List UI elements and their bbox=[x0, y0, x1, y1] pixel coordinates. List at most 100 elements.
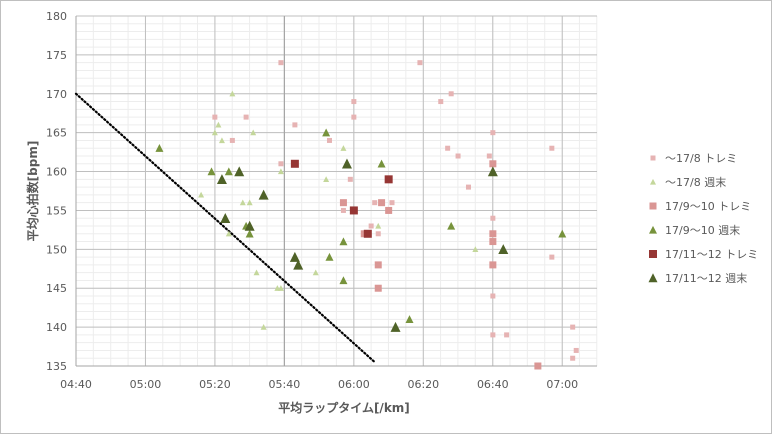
data-point bbox=[326, 137, 332, 143]
data-point bbox=[215, 121, 222, 128]
data-point bbox=[489, 160, 497, 168]
x-tick-label: 07:00 bbox=[546, 378, 578, 391]
data-point bbox=[234, 166, 245, 177]
data-point bbox=[224, 167, 233, 176]
y-tick-label: 180 bbox=[46, 10, 67, 23]
data-point bbox=[246, 199, 253, 206]
data-point bbox=[260, 323, 267, 330]
data-point bbox=[339, 237, 348, 246]
data-point bbox=[534, 362, 542, 370]
data-point bbox=[486, 153, 492, 159]
data-point bbox=[490, 332, 496, 338]
data-point bbox=[277, 285, 284, 291]
data-point bbox=[229, 90, 236, 97]
data-point bbox=[211, 129, 218, 136]
x-axis-title: 平均ラップタイム[/km] bbox=[278, 400, 410, 415]
data-point bbox=[570, 355, 576, 361]
legend-marker bbox=[649, 202, 657, 210]
y-tick-label: 155 bbox=[46, 204, 67, 217]
data-point bbox=[322, 128, 331, 137]
data-point bbox=[549, 145, 555, 151]
data-point bbox=[375, 231, 381, 237]
data-point bbox=[253, 269, 260, 276]
reference-line bbox=[74, 92, 376, 364]
legend-entry: 17/11～12 トレミ bbox=[649, 248, 758, 261]
data-point bbox=[384, 175, 393, 184]
data-point bbox=[292, 122, 298, 128]
x-tick-label: 06:00 bbox=[338, 378, 370, 391]
data-point bbox=[447, 221, 456, 230]
data-point bbox=[243, 114, 249, 120]
data-point bbox=[278, 60, 284, 66]
x-tick-label: 05:20 bbox=[199, 378, 231, 391]
legend-label: 17/11～12 トレミ bbox=[665, 248, 758, 261]
data-point bbox=[549, 254, 555, 260]
legend-entry: 17/9～10 週末 bbox=[649, 223, 740, 237]
data-point bbox=[374, 261, 382, 269]
data-point bbox=[277, 168, 284, 175]
x-tick-label: 06:40 bbox=[477, 378, 509, 391]
data-point bbox=[278, 161, 284, 167]
data-point bbox=[465, 184, 471, 190]
data-point bbox=[250, 129, 257, 136]
y-tick-label: 170 bbox=[46, 88, 67, 101]
data-point bbox=[377, 159, 386, 168]
data-point bbox=[289, 251, 300, 262]
data-point bbox=[340, 145, 347, 151]
data-point bbox=[378, 199, 386, 207]
legend-label: ～17/8 トレミ bbox=[665, 152, 737, 165]
data-point bbox=[290, 159, 299, 168]
data-point bbox=[325, 252, 334, 261]
dotted-reference-line bbox=[74, 92, 376, 364]
data-point bbox=[472, 246, 479, 252]
data-point bbox=[489, 261, 497, 269]
data-point bbox=[489, 238, 497, 246]
x-tick-label: 06:20 bbox=[407, 378, 439, 391]
y-tick-label: 160 bbox=[46, 166, 67, 179]
legend: ～17/8 トレミ ～17/8 週末 17/9～10 トレミ 17/9～10 週末 17… bbox=[648, 152, 758, 285]
data-point bbox=[323, 176, 330, 182]
data-point bbox=[225, 230, 232, 237]
data-point bbox=[438, 99, 444, 105]
x-tick-label: 04:40 bbox=[60, 378, 92, 391]
data-point bbox=[385, 206, 393, 214]
minor-gridlines bbox=[75, 15, 598, 367]
legend-entry: ～17/8 トレミ bbox=[650, 152, 737, 165]
x-tick-label: 05:40 bbox=[269, 378, 301, 391]
data-point bbox=[374, 284, 382, 292]
data-point bbox=[207, 167, 216, 176]
data-point bbox=[349, 206, 358, 215]
data-point bbox=[212, 114, 218, 120]
data-point bbox=[339, 199, 347, 207]
legend-marker bbox=[649, 250, 657, 258]
legend-marker bbox=[649, 225, 657, 234]
data-point bbox=[490, 293, 496, 299]
data-point bbox=[339, 276, 348, 285]
data-point bbox=[558, 229, 567, 238]
series-6 bbox=[216, 158, 509, 332]
data-point bbox=[375, 222, 382, 229]
data-point bbox=[220, 212, 231, 223]
series-2 bbox=[198, 90, 479, 330]
series-1 bbox=[212, 60, 579, 361]
data-point bbox=[417, 60, 423, 66]
data-point bbox=[448, 91, 454, 97]
legend-entry: 17/11～12 週末 bbox=[648, 271, 747, 285]
legend-entry: ～17/8 週末 bbox=[650, 175, 726, 189]
data-point bbox=[445, 145, 451, 151]
legend-marker bbox=[648, 273, 658, 283]
data-point bbox=[351, 99, 357, 105]
y-tick-label: 150 bbox=[46, 243, 67, 256]
data-point bbox=[389, 200, 395, 206]
data-point bbox=[347, 176, 353, 182]
y-tick-label: 145 bbox=[46, 282, 67, 295]
y-axis-title: 平均心拍数[bpm] bbox=[25, 141, 40, 242]
data-point bbox=[244, 220, 255, 231]
y-tick-label: 165 bbox=[46, 127, 67, 140]
data-point bbox=[229, 137, 235, 143]
data-points bbox=[155, 60, 579, 370]
x-tick-label: 05:00 bbox=[130, 378, 162, 391]
data-point bbox=[245, 229, 254, 238]
data-point bbox=[490, 215, 496, 221]
